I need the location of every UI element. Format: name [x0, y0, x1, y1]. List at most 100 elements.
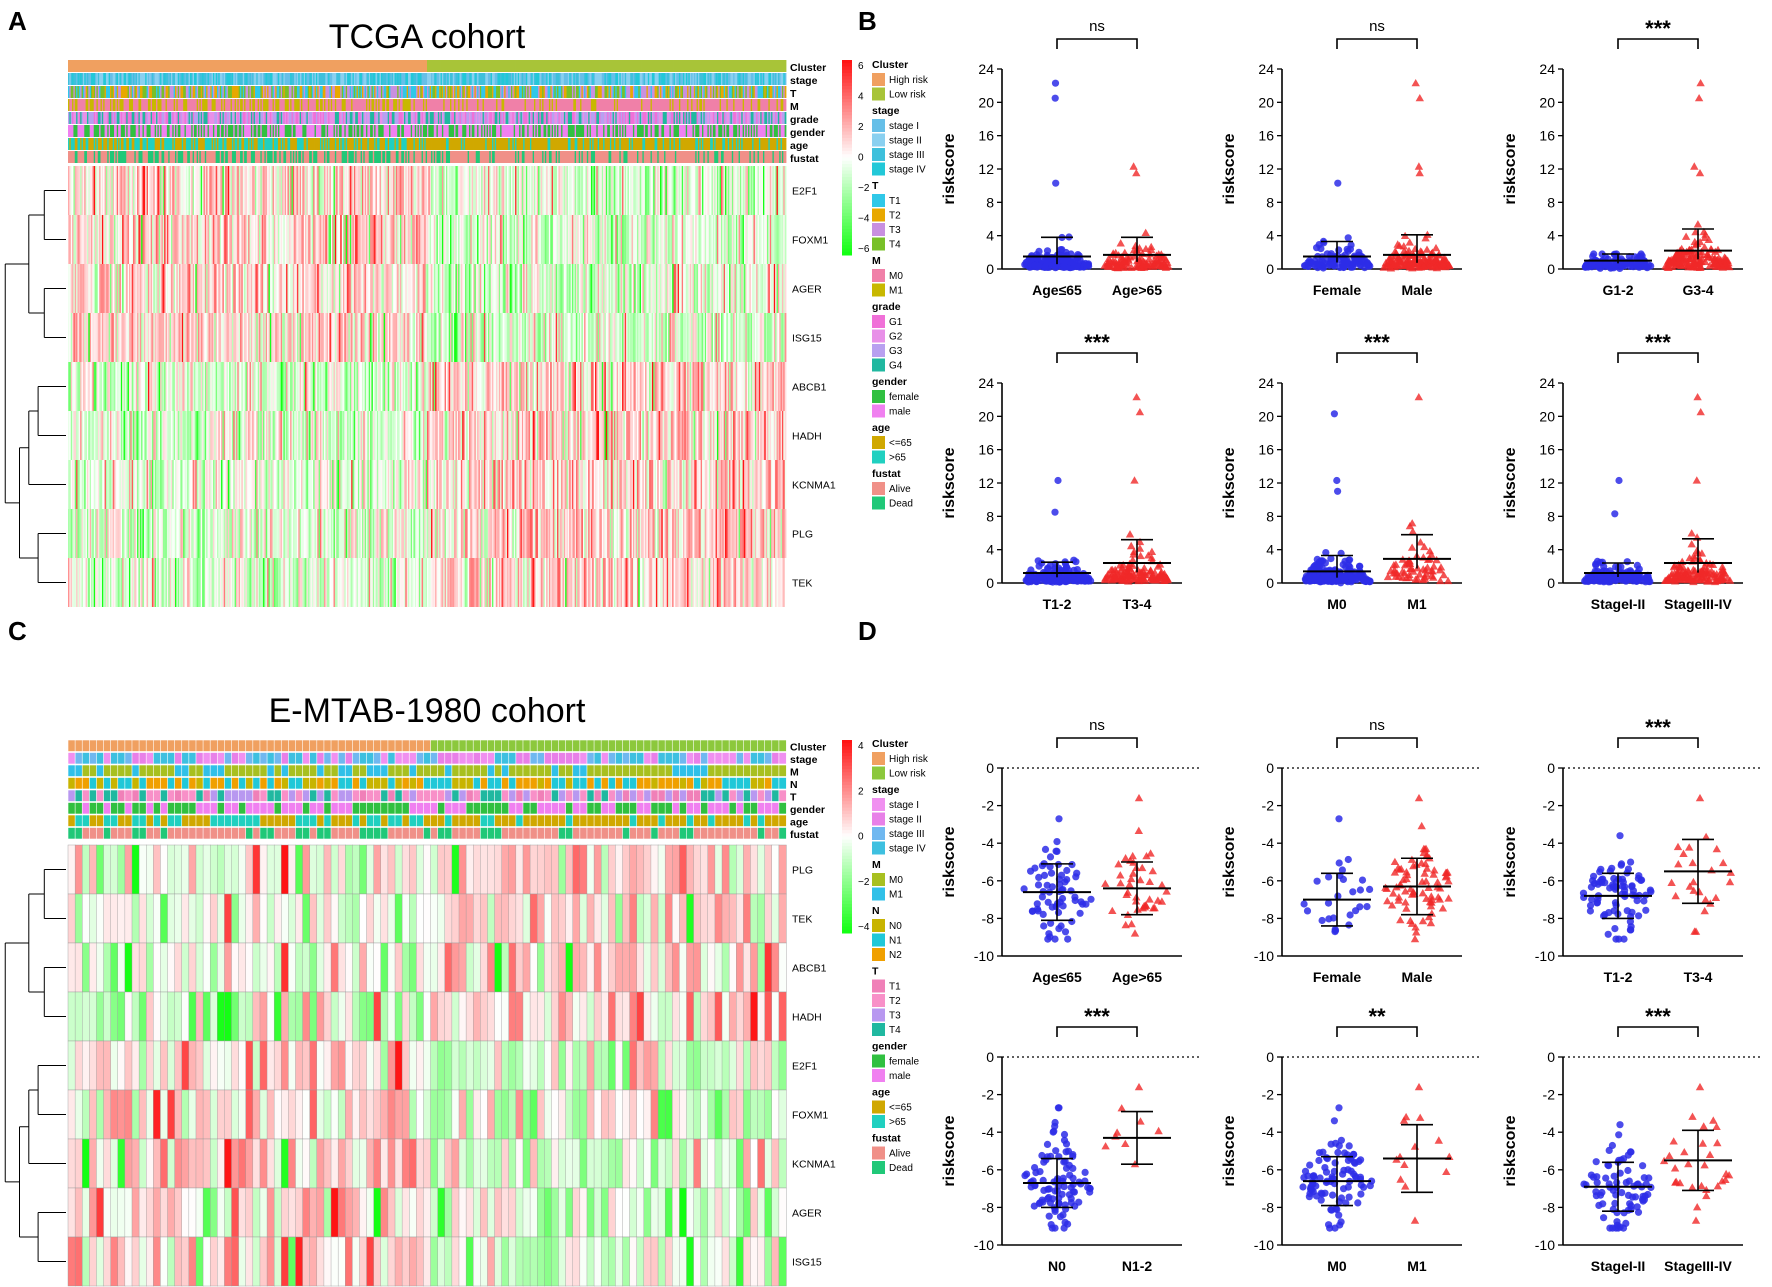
annotation-cell [683, 86, 685, 98]
annotation-cell [406, 86, 409, 98]
annotation-cell [135, 99, 138, 111]
annotation-cell [440, 73, 443, 85]
panel-label-d: D [858, 616, 877, 646]
annotation-cell [273, 86, 276, 98]
annotation-cell [406, 99, 409, 111]
annotation-cell [359, 99, 362, 111]
annotation-cell [645, 73, 647, 85]
annotation-cell [203, 73, 206, 85]
annotation-cell [80, 86, 82, 98]
annotation-cell [695, 73, 697, 85]
annotation-cell [703, 73, 706, 85]
annotation-cell [473, 86, 475, 98]
annotation-cell [417, 99, 420, 111]
annotation-cell [589, 60, 592, 72]
annotation-cell [143, 86, 146, 98]
annotation-cell [660, 73, 662, 85]
annotation-cell [394, 73, 397, 85]
annotation-cell [376, 99, 379, 111]
annotation-cell [688, 60, 691, 72]
annotation-cell [334, 99, 337, 111]
annotation-cell [198, 73, 200, 85]
annotation-cell [368, 86, 371, 98]
annotation-cell [474, 73, 477, 85]
annotation-cell [478, 99, 481, 111]
annotation-cell [70, 60, 73, 72]
annotation-cell [336, 99, 338, 111]
annotation-cell [122, 60, 124, 72]
annotation-cell [700, 73, 703, 85]
annotation-cell [409, 99, 412, 111]
annotation-cell [366, 99, 368, 111]
annotation-cell [554, 60, 557, 72]
annotation-cell [653, 73, 655, 85]
annotation-cell [702, 86, 704, 98]
annotation-cell [202, 99, 204, 111]
annotation-cell [479, 60, 482, 72]
annotation-cell [271, 86, 273, 98]
annotation-cell [123, 60, 126, 72]
annotation-cell [412, 60, 414, 72]
annotation-cell [172, 86, 175, 98]
annotation-cell [678, 60, 681, 72]
annotation-cell [443, 86, 446, 98]
annotation-cell [769, 73, 772, 85]
annotation-cell [237, 60, 240, 72]
annotation-cell [750, 73, 753, 85]
annotation-cell [130, 60, 133, 72]
annotation-cell [542, 60, 544, 72]
annotation-cell [138, 86, 141, 98]
annotation-cell [588, 73, 590, 85]
annotation-cell [410, 60, 413, 72]
annotation-cell [638, 86, 641, 98]
annotation-cell [315, 60, 318, 72]
annotation-cell [141, 99, 143, 111]
annotation-cell [632, 60, 635, 72]
annotation-cell [689, 86, 692, 98]
annotation-cell [309, 86, 311, 98]
annotation-cell [379, 86, 382, 98]
annotation-cell [227, 99, 230, 111]
annotation-cell [150, 99, 153, 111]
annotation-cell [435, 99, 437, 111]
annotation-cell [295, 86, 298, 98]
annotation-cell [370, 60, 372, 72]
annotation-cell [387, 73, 390, 85]
annotation-cell [222, 86, 225, 98]
annotation-cell [710, 60, 712, 72]
annotation-cell [613, 86, 616, 98]
annotation-cell [557, 86, 559, 98]
annotation-cell [597, 86, 600, 98]
annotation-cell [235, 60, 238, 72]
annotation-cell [325, 86, 328, 98]
annotation-cell [750, 86, 753, 98]
annotation-cell [581, 60, 584, 72]
annotation-cell [91, 99, 93, 111]
annotation-cell [624, 60, 627, 72]
annotation-cell [726, 60, 729, 72]
annotation-cell [758, 60, 761, 72]
annotation-cell [332, 60, 334, 72]
annotation-cell [509, 73, 512, 85]
annotation-cell [355, 99, 357, 111]
annotation-cell [218, 73, 221, 85]
annotation-cell [319, 86, 322, 98]
annotation-cell [544, 73, 547, 85]
annotation-cell [318, 99, 321, 111]
annotation-cell [166, 73, 169, 85]
annotation-cell [420, 99, 422, 111]
annotation-cell [618, 73, 620, 85]
annotation-cell [605, 86, 608, 98]
annotation-cell [464, 73, 467, 85]
annotation-cell [641, 86, 643, 98]
annotation-cell [223, 73, 226, 85]
annotation-cell [151, 99, 154, 111]
annotation-cell [727, 60, 730, 72]
annotation-cell [162, 73, 165, 85]
annotation-cell [170, 73, 173, 85]
annotation-cell [519, 60, 521, 72]
annotation-cell [91, 86, 93, 98]
annotation-cell [601, 73, 604, 85]
annotation-cell [754, 86, 757, 98]
annotation-cell [147, 99, 150, 111]
